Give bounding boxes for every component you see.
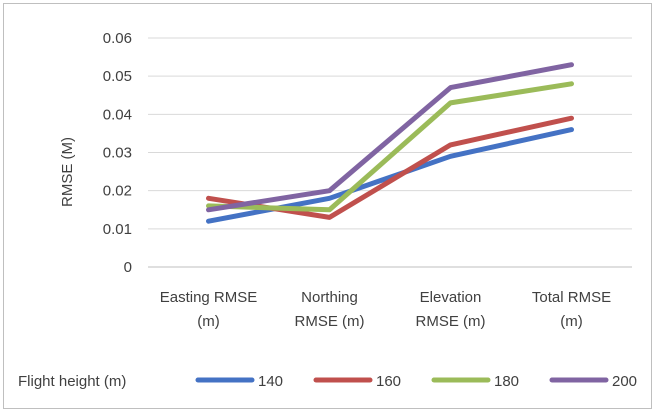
x-tick-label: (m) (197, 313, 220, 330)
series-line-200 (206, 62, 574, 213)
y-tick-label: 0.03 (103, 145, 132, 162)
y-tick-label: 0.02 (103, 183, 132, 200)
legend-title: Flight height (m) (18, 373, 126, 390)
series-line-180 (206, 81, 574, 213)
series-lines (206, 62, 574, 224)
legend: Flight height (m) 140 160 180 200 (18, 373, 637, 390)
legend-label-200: 200 (612, 373, 637, 390)
legend-label-180: 180 (494, 373, 519, 390)
gridlines (148, 37, 632, 230)
x-tick-label: RMSE (m) (416, 313, 486, 330)
x-tick-label: Total RMSE (532, 289, 611, 306)
legend-label-140: 140 (258, 373, 283, 390)
y-axis-title: RMSE (M) (59, 137, 76, 207)
x-axis-ticks: Easting RMSE (m) Northing RMSE (m) Elevation… (160, 289, 611, 330)
x-tick-label: (m) (560, 313, 583, 330)
y-tick-label: 0.05 (103, 68, 132, 85)
y-tick-label: 0.06 (103, 30, 132, 47)
y-tick-label: 0.01 (103, 221, 132, 238)
y-tick-label: 0 (124, 259, 132, 276)
y-tick-label: 0.04 (103, 106, 132, 123)
x-tick-label: RMSE (m) (295, 313, 365, 330)
legend-label-160: 160 (376, 373, 401, 390)
y-axis-ticks: 0 0.01 0.02 0.03 0.04 0.05 0.06 (103, 30, 132, 276)
x-tick-label: Northing (301, 289, 358, 306)
x-tick-label: Easting RMSE (160, 289, 258, 306)
x-tick-label: Elevation (420, 289, 482, 306)
